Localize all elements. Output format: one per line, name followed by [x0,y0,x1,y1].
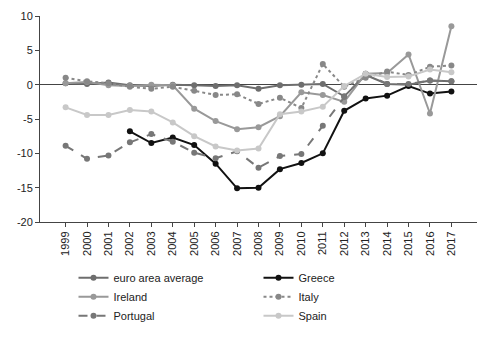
svg-text:2006: 2006 [209,231,221,255]
svg-text:Greece: Greece [299,272,335,284]
svg-text:2016: 2016 [424,231,436,255]
svg-text:2003: 2003 [145,231,157,255]
svg-text:2015: 2015 [402,231,414,255]
svg-text:2005: 2005 [188,231,200,255]
svg-text:Ireland: Ireland [114,291,148,303]
svg-text:0: 0 [27,79,33,91]
svg-text:2014: 2014 [381,231,393,255]
svg-text:2009: 2009 [274,231,286,255]
svg-text:2008: 2008 [252,231,264,255]
svg-text:-10: -10 [17,147,33,159]
svg-text:Portugal: Portugal [114,310,155,322]
svg-text:2007: 2007 [231,231,243,255]
svg-text:-20: -20 [17,216,33,228]
svg-text:2017: 2017 [445,231,457,255]
svg-text:euro area average: euro area average [114,272,204,284]
svg-text:2000: 2000 [81,231,93,255]
svg-text:2001: 2001 [102,231,114,255]
svg-text:5: 5 [27,44,33,56]
svg-text:2013: 2013 [359,231,371,255]
svg-text:2012: 2012 [338,231,350,255]
svg-text:Italy: Italy [299,291,320,303]
svg-text:Spain: Spain [299,310,327,322]
svg-text:2010: 2010 [295,231,307,255]
svg-text:10: 10 [21,10,33,22]
svg-text:2004: 2004 [166,231,178,255]
svg-text:2011: 2011 [316,231,328,255]
svg-text:1999: 1999 [59,231,71,255]
svg-text:-5: -5 [23,113,33,125]
svg-text:2002: 2002 [123,231,135,255]
svg-text:-15: -15 [17,182,33,194]
